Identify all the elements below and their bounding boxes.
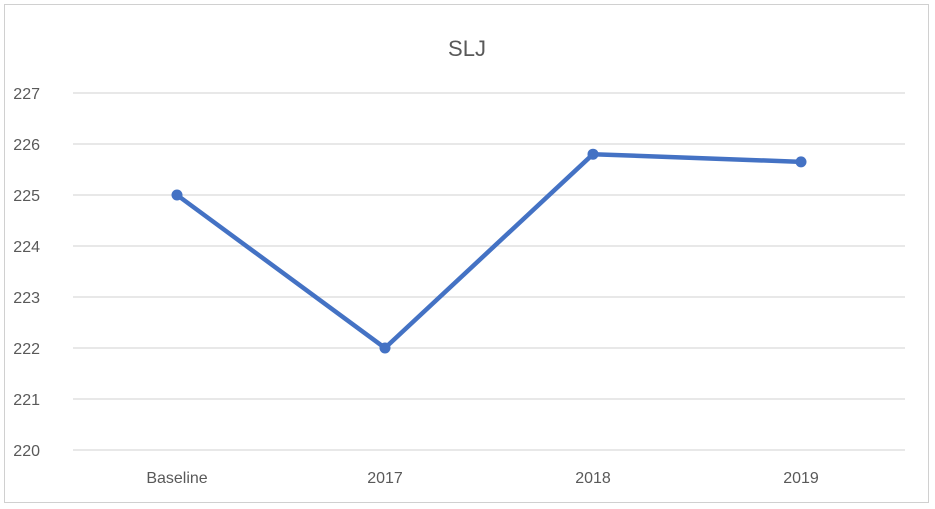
y-tick-label: 226 — [13, 137, 40, 154]
chart-title: SLJ — [448, 36, 486, 61]
data-point-2018 — [587, 148, 599, 160]
x-tick-label: 2018 — [575, 470, 611, 487]
y-tick-label: 222 — [13, 341, 40, 358]
x-axis-labels: Baseline 2017 2018 2019 — [146, 470, 819, 487]
y-tick-label: 220 — [13, 443, 40, 460]
series-line — [174, 151, 804, 351]
series-layer — [171, 148, 807, 354]
chart-frame — [4, 4, 929, 503]
y-tick-label: 224 — [13, 239, 40, 256]
y-tick-label: 225 — [13, 188, 40, 205]
x-tick-label: 2017 — [367, 470, 403, 487]
x-tick-label: 2019 — [783, 470, 819, 487]
data-point-2017 — [379, 342, 391, 354]
data-point-2019 — [795, 156, 807, 168]
gridlines — [73, 92, 905, 451]
data-point-baseline — [171, 189, 183, 201]
x-tick-label: Baseline — [146, 470, 207, 487]
y-tick-label: 223 — [13, 290, 40, 307]
y-axis-labels: 220 221 222 223 224 225 226 227 — [13, 86, 40, 460]
y-tick-label: 227 — [13, 86, 40, 103]
y-tick-label: 221 — [13, 392, 40, 409]
